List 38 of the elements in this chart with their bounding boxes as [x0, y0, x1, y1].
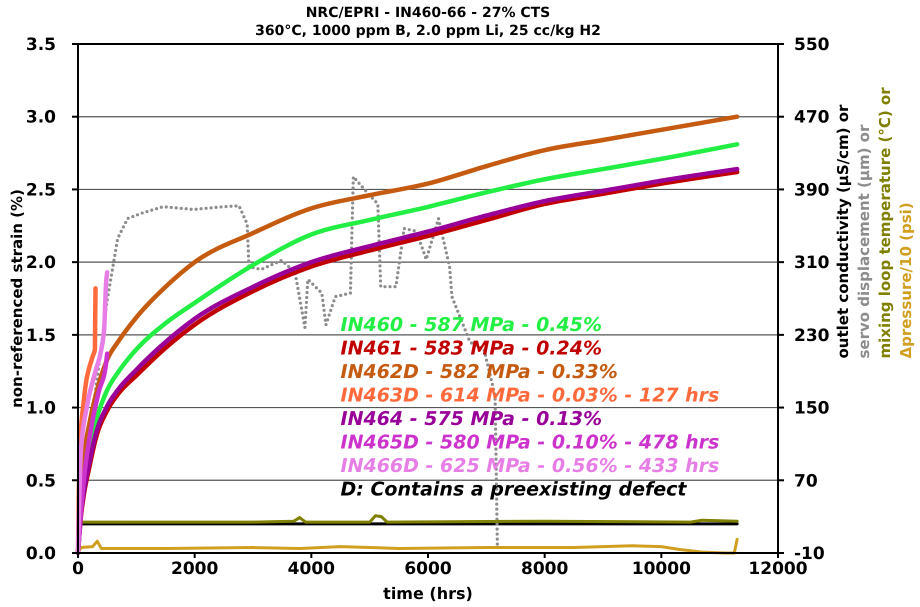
- text: IN460 - 587 MPa - 0.45%: [340, 314, 602, 336]
- y-tick-label: 0.0: [26, 544, 56, 564]
- x-tick-label: 4000: [288, 559, 336, 579]
- text: IN466D - 625 MPa - 0.56% - 433 hrs: [340, 455, 720, 477]
- y-tick-label: 3.5: [26, 35, 56, 55]
- y-tick-label: 0.5: [26, 471, 56, 492]
- annotation: D: Contains a preexisting defect: [340, 478, 688, 500]
- text: servo displacement (µm) or: [855, 124, 873, 358]
- text: mixing loop temperature (°C) or: [876, 86, 894, 358]
- y2-tick-label: 550: [794, 35, 830, 55]
- y-tick-label: 1.5: [26, 326, 56, 346]
- y2-tick-label: 230: [794, 326, 830, 346]
- y-tick-label: 3.0: [26, 108, 56, 128]
- chart-subtitle: 360°C, 1000 ppm B, 2.0 ppm Li, 25 cc/kg H2: [255, 23, 601, 39]
- text: IN461 - 583 MPa - 0.24%: [340, 338, 602, 360]
- y-tick-label: 2.5: [26, 180, 56, 200]
- x-tick-label: 10000: [632, 559, 692, 579]
- text: IN463D - 614 MPa - 0.03% - 127 hrs: [340, 384, 720, 406]
- text: IN462D - 582 MPa - 0.33%: [340, 361, 618, 383]
- y2-tick-label: 150: [794, 398, 830, 419]
- text: IN464 - 575 MPa - 0.13%: [340, 408, 602, 430]
- x-tick-label: 8000: [521, 559, 568, 579]
- x-tick-label: 6000: [404, 559, 452, 579]
- text: IN465D - 580 MPa - 0.10% - 478 hrs: [340, 432, 720, 454]
- y2-tick-label: 310: [794, 253, 830, 274]
- x-tick-label: 0: [72, 559, 84, 579]
- y2-tick-label: 70: [794, 471, 818, 492]
- x-tick-label: 2000: [171, 559, 218, 579]
- text: outlet conductivity (µS/cm) or: [834, 104, 852, 358]
- chart-title: NRC/EPRI - IN460-66 - 27% CTS: [306, 5, 550, 21]
- line-series: [76, 270, 110, 556]
- y2-tick-label: 390: [794, 180, 830, 200]
- y2-tick-label: 470: [794, 108, 830, 128]
- text: Δpressure/10 (psi): [897, 202, 915, 358]
- y-tick-label: 1.0: [26, 398, 56, 419]
- y-axis-title: non-referenced strain (%): [8, 189, 26, 408]
- x-axis-title: time (hrs): [383, 584, 473, 603]
- y-tick-label: 2.0: [26, 253, 56, 274]
